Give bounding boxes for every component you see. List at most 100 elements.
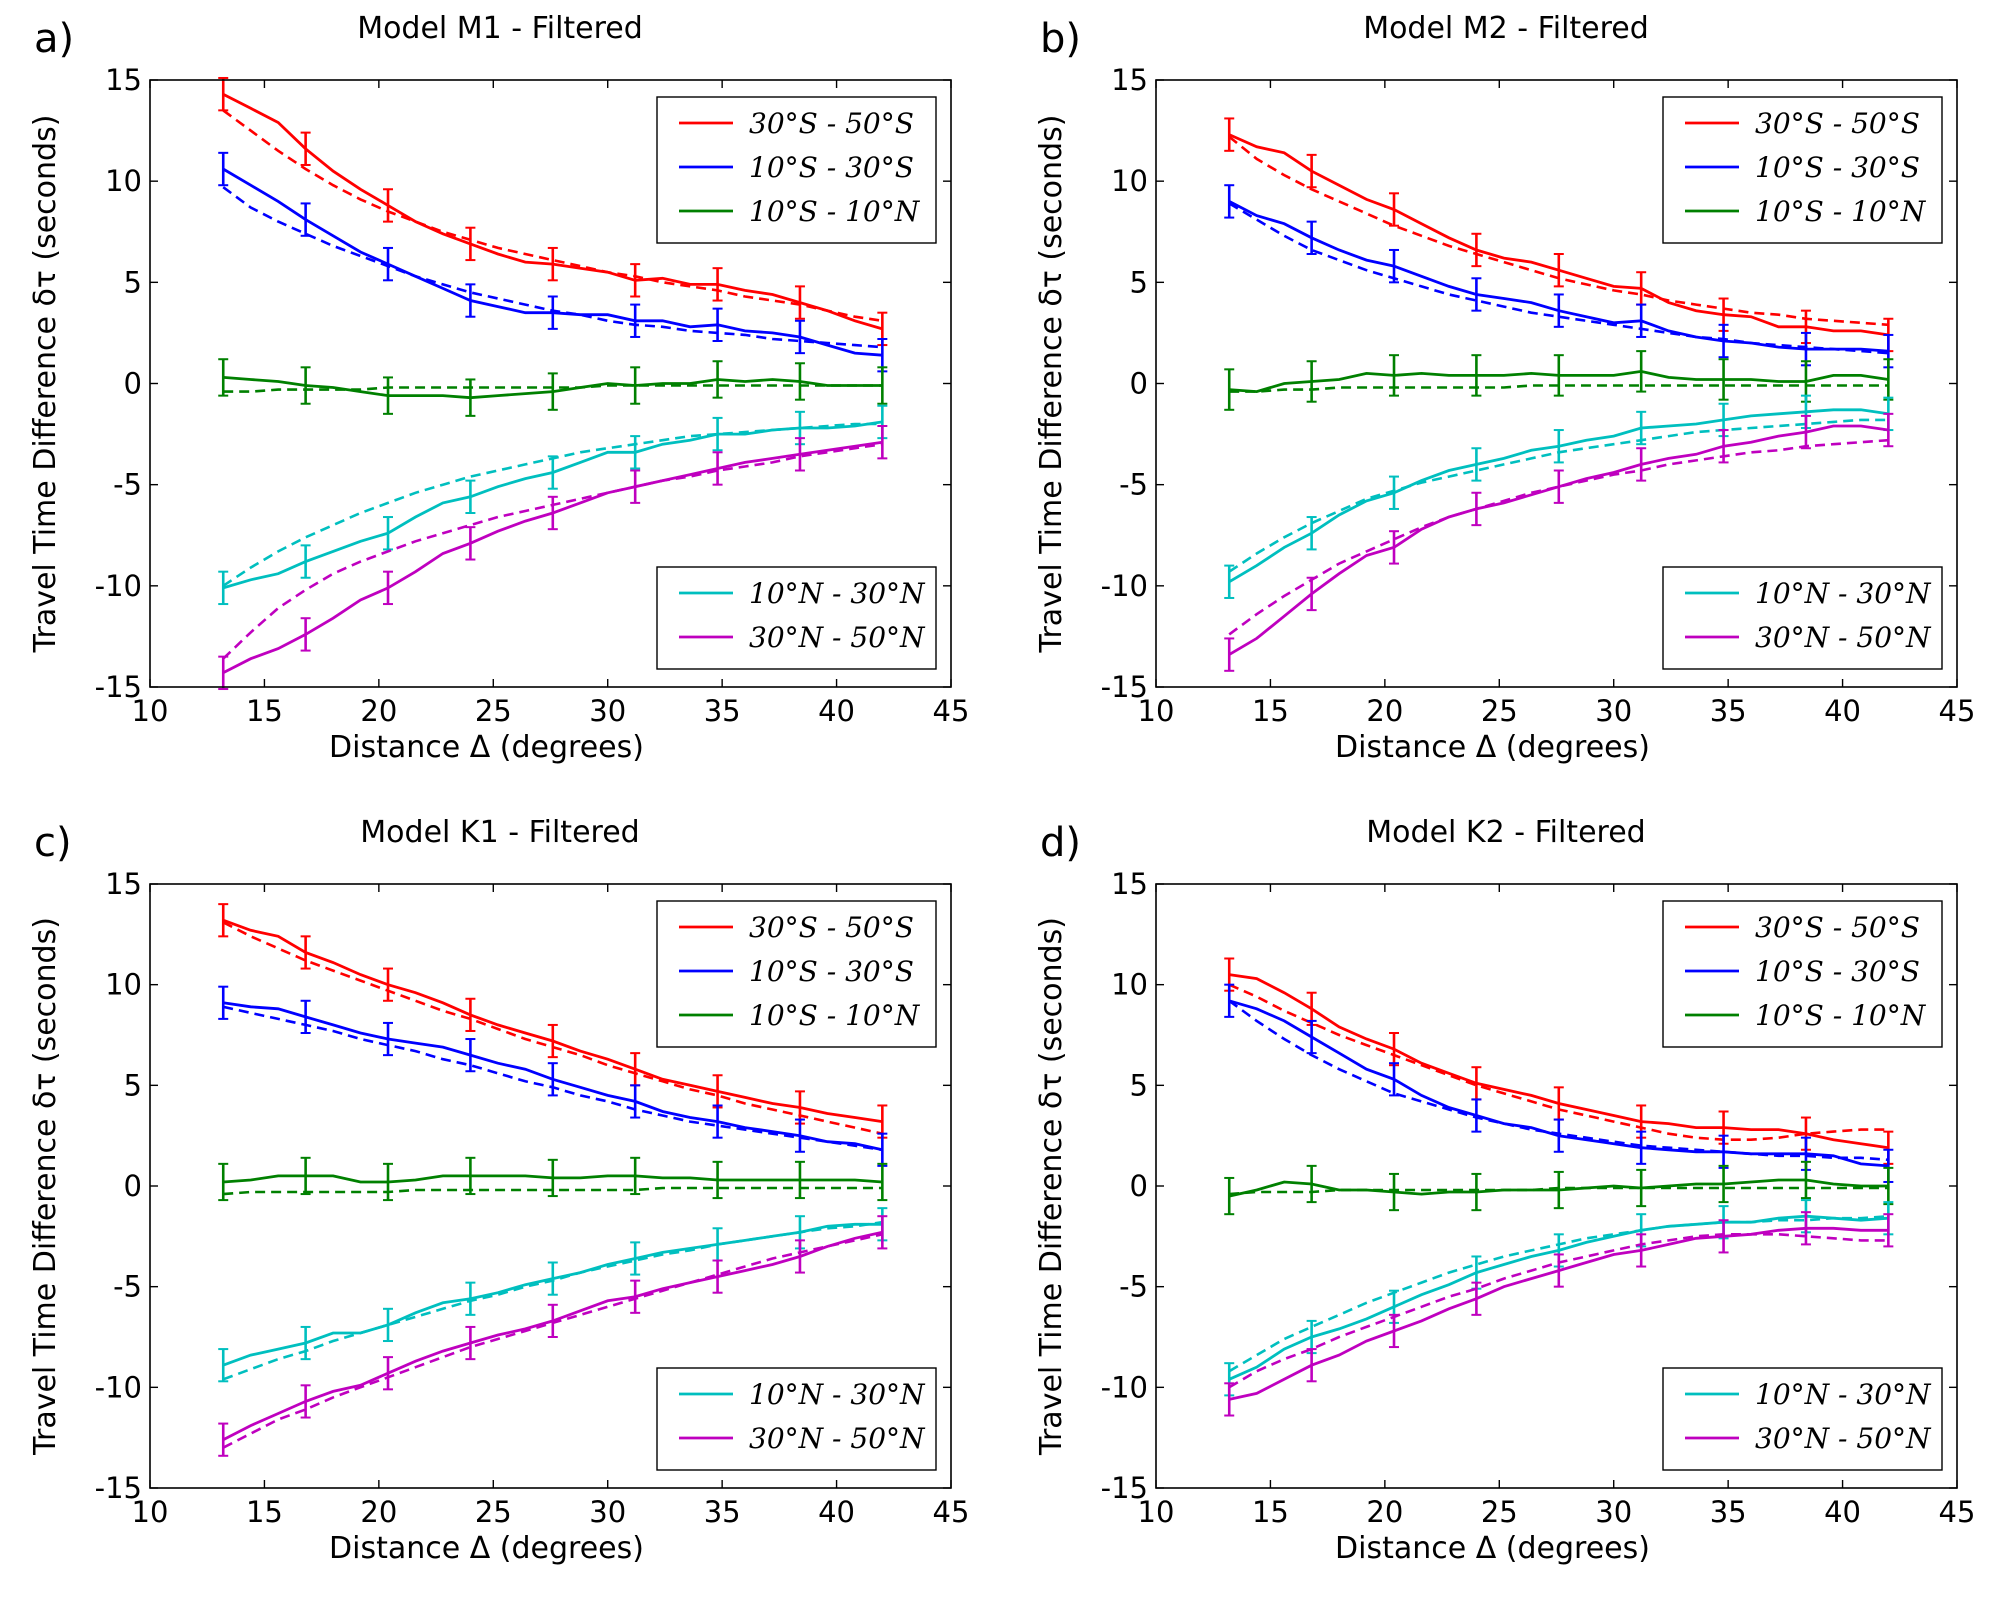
y-axis-label: Travel Time Difference δτ (seconds) (28, 115, 63, 654)
y-tick-label: 0 (1130, 1169, 1148, 1203)
legend-lower: 10°N - 30°N 30°N - 50°N (656, 566, 937, 670)
panel-letter: c) (34, 820, 72, 866)
x-axis-label: Distance Δ (degrees) (329, 730, 644, 765)
legend-label: 10°S - 10°N (749, 195, 921, 228)
series-0 (218, 903, 888, 1139)
legend-label: 10°S - 10°N (749, 999, 921, 1032)
y-tick-label: 5 (124, 265, 142, 299)
y-tick-label: -5 (1119, 1270, 1148, 1304)
y-tick-label: 0 (124, 1169, 142, 1203)
panel-title: Model K2 - Filtered (1366, 815, 1645, 850)
x-tick-label: 15 (246, 1495, 283, 1529)
y-tick-label: -10 (1101, 1370, 1148, 1404)
x-tick-label: 10 (132, 1495, 169, 1529)
legend-label: 30°N - 50°N (1755, 1422, 1932, 1455)
legend-frame (1662, 900, 1943, 1048)
legend-label: 10°S - 30°S (749, 151, 914, 184)
x-tick-label: 45 (933, 694, 970, 728)
x-tick-label: 30 (1595, 694, 1632, 728)
y-tick-label: 15 (1111, 867, 1148, 901)
plot-frame (149, 79, 952, 688)
x-tick-label: 45 (1939, 1495, 1976, 1529)
legend-label: 10°S - 30°S (1755, 151, 1920, 184)
x-tick-label: 15 (1252, 1495, 1289, 1529)
x-tick-label: 15 (246, 694, 283, 728)
y-tick-label: 10 (1111, 164, 1148, 198)
x-tick-label: 25 (1481, 1495, 1518, 1529)
legend-label: 10°S - 10°N (1755, 999, 1927, 1032)
series-2 (218, 1156, 888, 1202)
x-axis-label: Distance Δ (degrees) (1335, 1531, 1650, 1566)
legend-upper: 30°S - 50°S 10°S - 30°S 10°S - 10°N (656, 96, 937, 244)
x-tick-label: 20 (360, 694, 397, 728)
y-tick-label: -5 (113, 1270, 142, 1304)
y-tick-label: 5 (124, 1068, 142, 1102)
x-tick-label: 20 (1366, 1495, 1403, 1529)
legend-upper: 30°S - 50°S 10°S - 30°S 10°S - 10°N (656, 900, 937, 1048)
y-tick-label: -10 (95, 569, 142, 603)
legend-lower: 10°N - 30°N 30°N - 50°N (656, 1367, 937, 1471)
series-4 (1224, 1211, 1894, 1417)
legend-lower: 10°N - 30°N 30°N - 50°N (1662, 1367, 1943, 1471)
y-tick-label: -15 (1101, 670, 1148, 704)
y-tick-label: -5 (1119, 468, 1148, 502)
x-axis-label: Distance Δ (degrees) (1335, 730, 1650, 765)
y-tick-label: 15 (105, 63, 142, 97)
legend-label: 10°S - 30°S (1755, 955, 1920, 988)
y-tick-label: -10 (1101, 569, 1148, 603)
y-tick-label: 15 (1111, 63, 1148, 97)
y-tick-label: -5 (113, 468, 142, 502)
legend-frame (1662, 96, 1943, 244)
x-tick-label: 10 (132, 694, 169, 728)
x-tick-label: 30 (589, 1495, 626, 1529)
series-0 (218, 76, 888, 347)
y-tick-label: 0 (1130, 367, 1148, 401)
legend-upper: 30°S - 50°S 10°S - 30°S 10°S - 10°N (1662, 96, 1943, 244)
legend-lower: 10°N - 30°N 30°N - 50°N (1662, 566, 1943, 670)
x-tick-label: 30 (1595, 1495, 1632, 1529)
legend-label: 30°S - 50°S (749, 107, 914, 140)
legend-frame (656, 900, 937, 1048)
x-tick-label: 25 (1481, 694, 1518, 728)
chart-panel-c: c) Model K1 - Filtered 10 15 20 25 30 35 40 45 -15… (28, 815, 969, 1566)
model-line (222, 109, 883, 323)
panel-letter: b) (1040, 16, 1081, 62)
y-tick-label: 10 (1111, 968, 1148, 1002)
model-line (1228, 438, 1889, 636)
y-tick-label: -15 (1101, 1471, 1148, 1505)
x-tick-label: 40 (1824, 694, 1861, 728)
legend-frame (1662, 1367, 1943, 1471)
x-tick-label: 15 (1252, 694, 1289, 728)
x-tick-label: 20 (360, 1495, 397, 1529)
legend-upper: 30°S - 50°S 10°S - 30°S 10°S - 10°N (1662, 900, 1943, 1048)
chart-panel-a: a) Model M1 - Filtered 10 15 20 25 30 35 40 45 -15… (28, 11, 969, 765)
series-3 (218, 1207, 888, 1383)
legend-frame (656, 1367, 937, 1471)
x-tick-label: 40 (818, 694, 855, 728)
series-4 (218, 1215, 888, 1457)
series-1 (218, 151, 888, 373)
plot-frame (1155, 79, 1958, 688)
panel-title: Model M2 - Filtered (1363, 11, 1649, 46)
x-tick-label: 10 (1138, 694, 1175, 728)
x-tick-label: 35 (1710, 694, 1747, 728)
legend-label: 10°N - 30°N (749, 1378, 926, 1411)
series-2 (1224, 350, 1894, 411)
x-tick-label: 45 (1939, 694, 1976, 728)
y-tick-label: 15 (105, 867, 142, 901)
y-axis-label: Travel Time Difference δτ (seconds) (28, 917, 63, 1456)
legend-label: 30°S - 50°S (1755, 911, 1920, 944)
plot-frame (149, 883, 952, 1489)
y-tick-label: 0 (124, 367, 142, 401)
panel-letter: a) (34, 16, 74, 62)
x-tick-label: 25 (475, 1495, 512, 1529)
series-2 (1224, 1160, 1894, 1216)
legend-label: 30°N - 50°N (749, 621, 926, 654)
series-4 (218, 424, 888, 691)
x-tick-label: 40 (818, 1495, 855, 1529)
series-1 (1224, 983, 1894, 1183)
plot-frame (1155, 883, 1958, 1489)
legend-frame (1662, 566, 1943, 670)
x-axis-label: Distance Δ (degrees) (329, 1531, 644, 1566)
